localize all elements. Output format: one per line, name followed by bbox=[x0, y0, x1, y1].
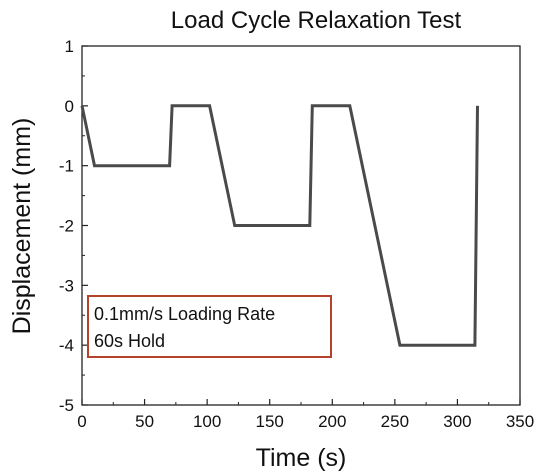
annotation-line-rate: 0.1mm/s Loading Rate bbox=[94, 304, 275, 324]
y-tick-label: 0 bbox=[65, 97, 74, 116]
y-tick-label: -3 bbox=[59, 276, 74, 295]
y-tick-label: -4 bbox=[59, 336, 74, 355]
axis-tick-labels: 0 50 100 150 200 250 300 350 1 0 -1 -2 -3 -4 -5 bbox=[59, 37, 534, 431]
x-tick-label: 250 bbox=[381, 412, 409, 431]
series-line-0 bbox=[80, 104, 479, 347]
y-tick-label: -1 bbox=[59, 157, 74, 176]
annotation-frame bbox=[87, 295, 332, 358]
x-tick-label: 50 bbox=[135, 412, 154, 431]
x-tick-label: 0 bbox=[77, 412, 86, 431]
y-tick-label: 1 bbox=[65, 37, 74, 56]
x-tick-label: 350 bbox=[506, 412, 534, 431]
y-tick-label: -5 bbox=[59, 396, 74, 415]
axis-ticks bbox=[81, 45, 521, 406]
x-axis-label: Time (s) bbox=[256, 444, 347, 472]
x-tick-label: 100 bbox=[193, 412, 221, 431]
annotation-line-hold: 60s Hold bbox=[94, 331, 165, 351]
chart-title: Load Cycle Relaxation Test bbox=[171, 7, 462, 34]
x-tick-label: 200 bbox=[318, 412, 346, 431]
x-tick-label: 150 bbox=[256, 412, 284, 431]
y-tick-label: -2 bbox=[59, 217, 74, 236]
series-layer bbox=[80, 104, 479, 347]
x-tick-label: 300 bbox=[443, 412, 471, 431]
annotation-box: 0.1mm/s Loading Rate 60s Hold bbox=[87, 295, 332, 358]
y-axis-label: Displacement (mm) bbox=[8, 118, 36, 335]
